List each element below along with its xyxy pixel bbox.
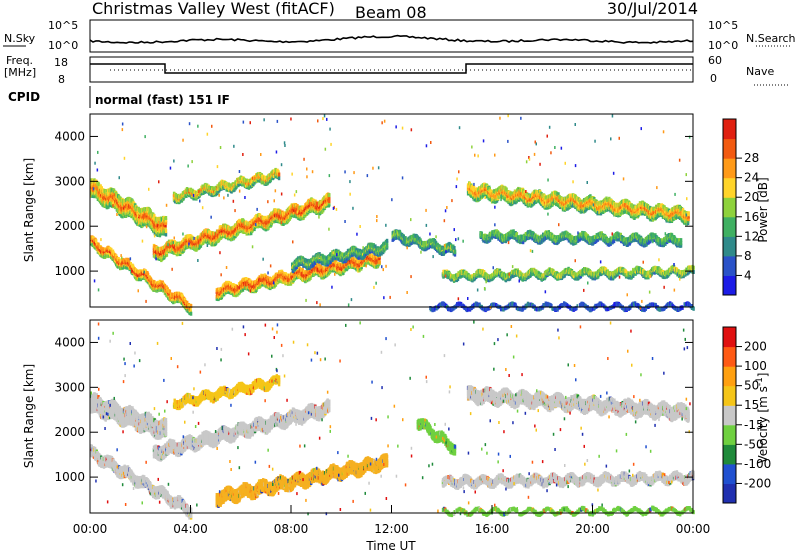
freq-trace bbox=[90, 63, 693, 74]
freq-panel-frame bbox=[89, 56, 694, 83]
freq-label-line2: [MHz] bbox=[4, 66, 36, 79]
nave-label: Nave bbox=[746, 65, 774, 78]
nsky-panel-frame bbox=[89, 19, 694, 53]
power-cell bbox=[267, 225, 270, 230]
power-cell bbox=[106, 188, 110, 193]
power-cell bbox=[168, 292, 171, 297]
power-cell bbox=[128, 259, 131, 264]
power-cell bbox=[328, 193, 331, 198]
power-cell bbox=[165, 252, 169, 257]
power-cell bbox=[189, 311, 193, 316]
power-cell bbox=[322, 208, 325, 213]
power-cell bbox=[189, 304, 193, 308]
nsearch-tick-bottom: 10^0 bbox=[708, 39, 738, 52]
power-cell bbox=[328, 199, 331, 204]
power-cell bbox=[168, 289, 172, 294]
nsky-tick-bottom: 10^0 bbox=[48, 39, 78, 52]
power-cell bbox=[97, 242, 100, 247]
power-cell bbox=[185, 194, 188, 198]
power-cell bbox=[153, 213, 156, 218]
power-cell bbox=[146, 272, 150, 277]
freq-tick-top: 18 bbox=[54, 56, 68, 69]
date-label: 30/Jul/2014 bbox=[607, 0, 698, 18]
cpid-label: CPID bbox=[8, 90, 40, 104]
plot-title: Christmas Valley West (fitACF) bbox=[92, 0, 335, 18]
nsearch-tick-top: 10^5 bbox=[708, 19, 738, 32]
nave-tick-top: 60 bbox=[708, 54, 722, 67]
power-cell bbox=[196, 235, 200, 240]
power-cells bbox=[90, 114, 695, 316]
freq-tick-bottom: 8 bbox=[58, 73, 65, 86]
cpid-mode-text: normal (fast) 151 IF bbox=[95, 93, 230, 107]
nsky-trace bbox=[89, 34, 694, 44]
beam-label: Beam 08 bbox=[355, 3, 427, 22]
power-cell bbox=[277, 172, 281, 177]
nsky-label: N.Sky bbox=[4, 32, 36, 45]
power-cell bbox=[186, 300, 189, 305]
power-cell bbox=[164, 223, 167, 228]
power-cell bbox=[97, 183, 101, 188]
power-cell bbox=[277, 176, 281, 181]
power-cell bbox=[164, 229, 168, 234]
power-cell bbox=[95, 239, 98, 244]
power-cell bbox=[146, 222, 150, 227]
power-cell bbox=[189, 308, 192, 313]
power-cell bbox=[328, 196, 331, 201]
power-cell bbox=[328, 202, 331, 207]
power-cell bbox=[117, 257, 120, 261]
power-cell bbox=[164, 220, 168, 225]
power-cell bbox=[253, 227, 256, 232]
power-cell bbox=[164, 216, 168, 220]
nsearch-label: N.Search bbox=[746, 32, 796, 45]
power-cell bbox=[258, 213, 262, 218]
freq-label-line1: Freq. bbox=[6, 54, 33, 67]
nave-tick-bottom: 0 bbox=[710, 72, 717, 85]
power-cell bbox=[250, 231, 253, 236]
power-cell bbox=[164, 232, 168, 237]
power-cell bbox=[164, 218, 168, 223]
power-cell bbox=[199, 243, 203, 248]
nsky-tick-top: 10^5 bbox=[48, 19, 78, 32]
